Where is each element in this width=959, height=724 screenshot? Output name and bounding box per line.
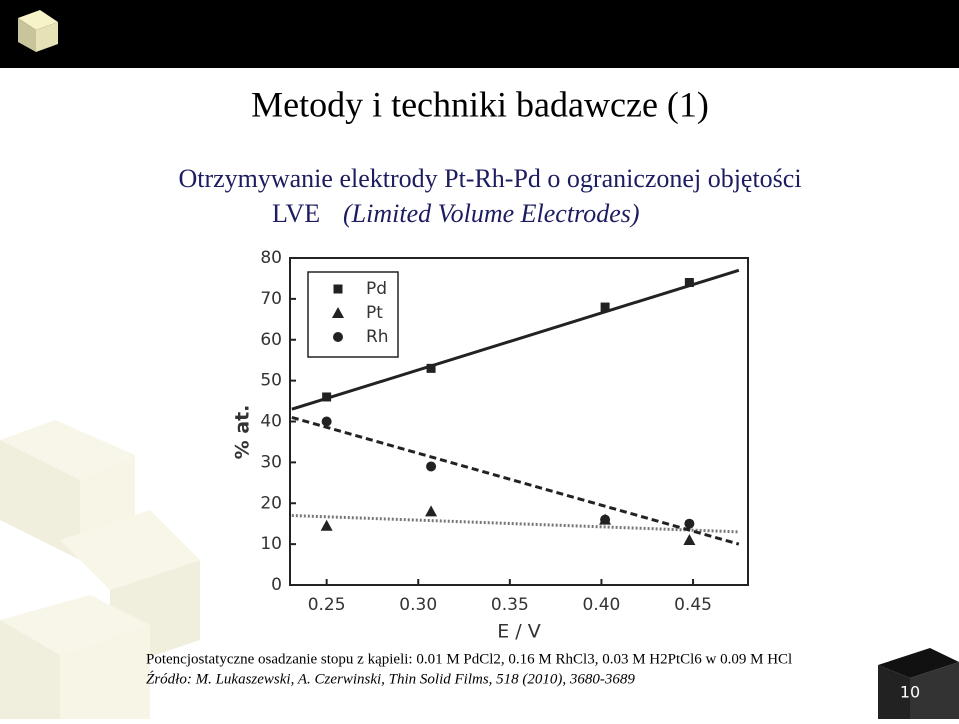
y-tick-label: 30: [260, 452, 282, 472]
marker-circle: [321, 416, 332, 427]
x-tick-label: 0.25: [308, 595, 346, 615]
marker-square: [426, 363, 436, 373]
caption: Potencjostatyczne osadzanie stopu z kąpi…: [146, 651, 792, 667]
marker-square: [600, 302, 610, 312]
marker-triangle: [683, 534, 696, 546]
marker-circle: [333, 332, 343, 342]
header-bar: [0, 0, 959, 68]
subtitle-full: (Limited Volume Electrodes): [343, 199, 640, 228]
marker-triangle: [320, 519, 333, 531]
marker-triangle: [425, 505, 438, 517]
legend-label: Rh: [366, 327, 389, 347]
x-tick-label: 0.45: [674, 595, 712, 615]
y-tick-label: 80: [260, 248, 282, 268]
x-tick-label: 0.35: [491, 595, 529, 615]
header-cube: [18, 10, 58, 52]
y-tick-label: 20: [260, 493, 282, 513]
slide-title: Metody i techniki badawcze (1): [251, 84, 709, 124]
page-number: 10: [900, 683, 920, 702]
source: Źródło: M. Lukaszewski, A. Czerwinski, T…: [146, 670, 635, 687]
legend-label: Pd: [366, 279, 387, 299]
marker-square: [333, 284, 343, 294]
y-tick-label: 60: [260, 330, 282, 350]
x-axis-label: E / V: [497, 621, 540, 643]
marker-square: [322, 392, 332, 402]
y-tick-label: 50: [260, 371, 282, 391]
x-tick-label: 0.40: [583, 595, 621, 615]
marker-triangle: [332, 307, 344, 318]
page-cube: [878, 648, 959, 719]
marker-circle: [600, 514, 611, 525]
chart: 0 10 20 30 40 50 60 70 80 0.25 0.30 0.35 0.40 0.45 E /…: [232, 248, 749, 643]
legend-label: Pt: [366, 303, 383, 323]
fit-line: [291, 415, 740, 546]
subtitle-abbr: LVE: [272, 199, 320, 228]
slide-subtitle: Otrzymywanie elektrody Pt-Rh-Pd o ograni…: [178, 164, 801, 193]
y-tick-label: 10: [260, 534, 282, 554]
y-tick-label: 0: [271, 575, 282, 595]
y-tick-label: 70: [260, 289, 282, 309]
marker-square: [684, 278, 694, 288]
x-tick-label: 0.30: [399, 595, 437, 615]
legend-box: [307, 271, 399, 358]
fit-line: [291, 514, 739, 534]
marker-circle: [684, 518, 695, 529]
y-axis-label: % at.: [232, 405, 254, 460]
decor-cubes: [0, 420, 200, 719]
marker-circle: [426, 461, 437, 472]
y-tick-label: 40: [260, 412, 282, 432]
fit-line: [291, 268, 740, 411]
